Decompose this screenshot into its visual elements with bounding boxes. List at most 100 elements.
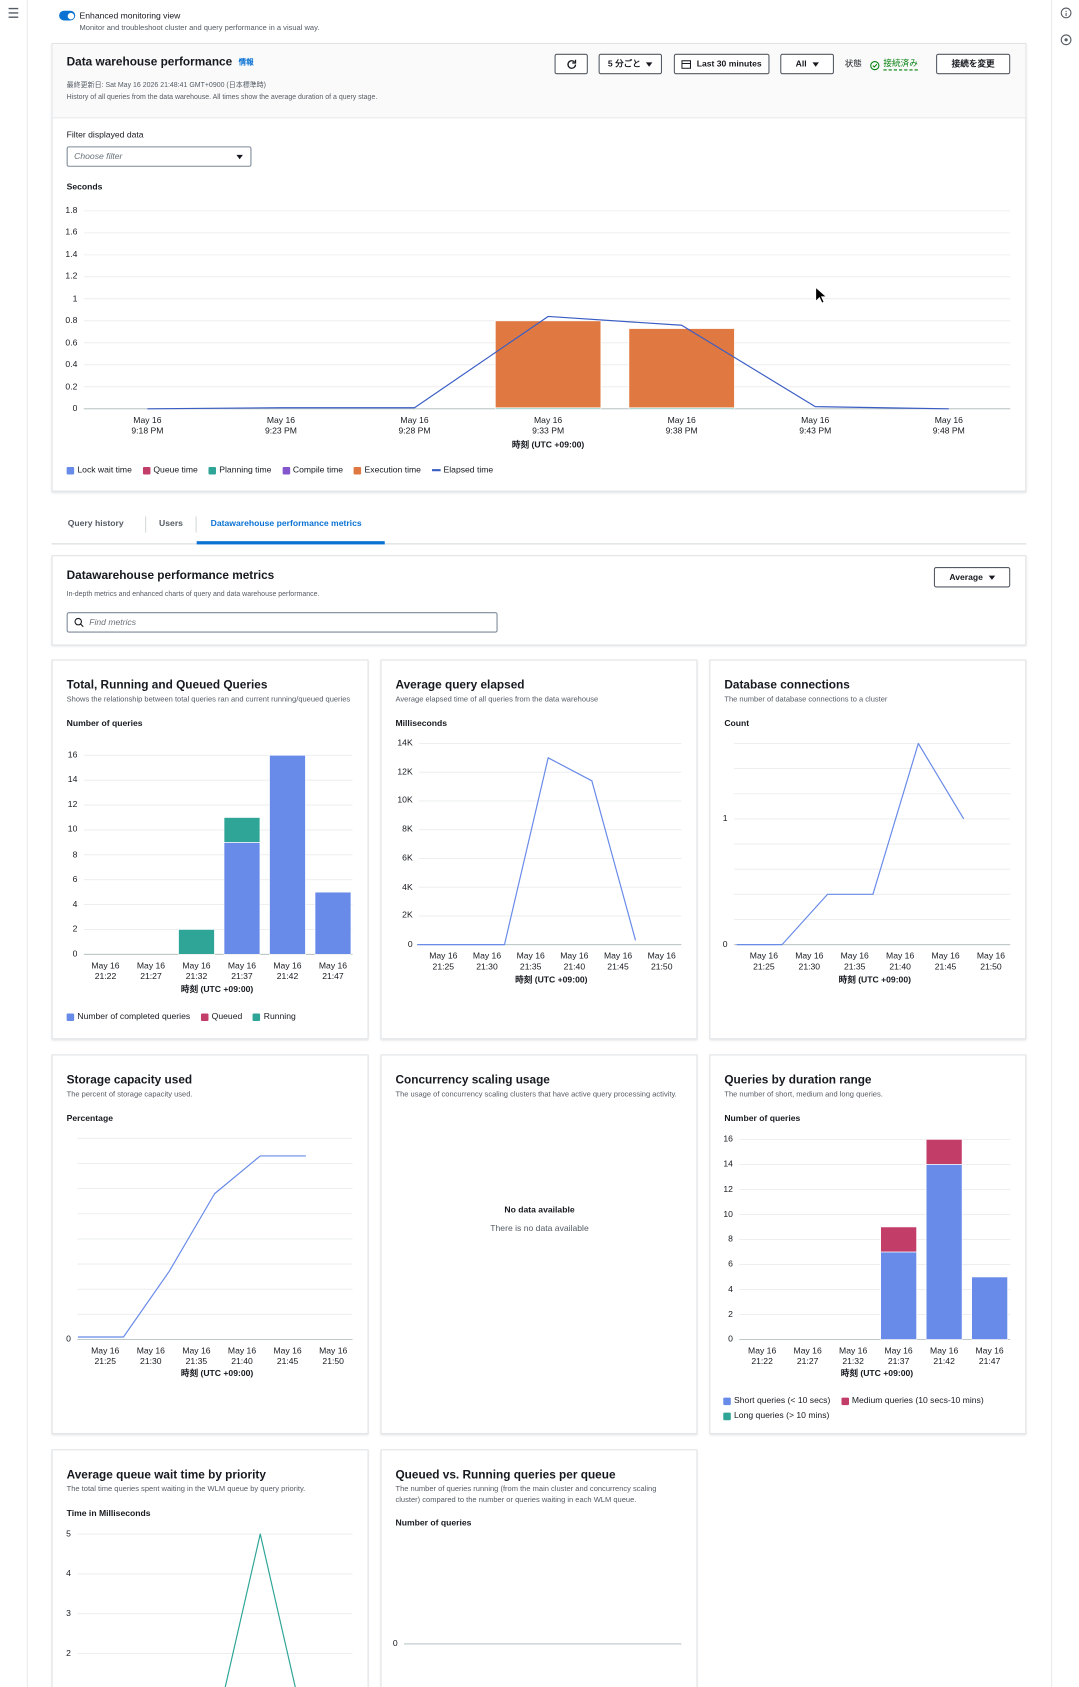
search-icon [74, 617, 84, 628]
chart-card: Average query elapsed Average elapsed tim… [380, 659, 698, 1040]
chart-card: Database connections The number of databa… [709, 659, 1027, 1040]
y-tick-label: 12K [397, 766, 413, 777]
range-text: Last 30 minutes [696, 59, 762, 69]
y-tick-label: 4 [728, 1284, 733, 1294]
refresh-button[interactable] [554, 53, 588, 75]
tab-sep [195, 516, 197, 533]
metrics-search[interactable]: Find metrics [66, 612, 498, 633]
rail-icons[interactable] [1052, 0, 1079, 54]
last-updated: 最終更新日: Sat May 16 2026 21:48:41 GMT+0900… [66, 81, 267, 90]
x-tick-label: May 16 9:23 PM [264, 415, 297, 436]
statistic-select[interactable]: Average [933, 566, 1011, 588]
chart-subtitle: Average elapsed time of all queries from… [395, 696, 599, 704]
y-tick-label: 1 [722, 813, 728, 824]
change-connection-button[interactable]: 接続を変更 [936, 53, 1011, 75]
chart-title: Database connections [724, 678, 850, 692]
x-tick-label: May 16 21:37 [227, 960, 257, 982]
x-tick-label: May 16 21:37 [884, 1345, 913, 1367]
bar [628, 328, 735, 409]
chart-title: Concurrency scaling usage [395, 1073, 550, 1087]
bar [314, 891, 352, 955]
y-tick-label: 1.2 [65, 271, 78, 282]
legend-swatch [841, 1397, 849, 1405]
y-axis-label: Seconds [66, 181, 103, 192]
y-tick-label: 4K [402, 881, 413, 892]
y-tick-label: 2 [72, 924, 78, 934]
tab-selected[interactable]: Datawarehouse performance metrics [210, 518, 362, 529]
status-text[interactable]: 接続済み [883, 59, 918, 71]
no-data-title: No data available [504, 1205, 575, 1215]
scope-select[interactable]: All [780, 53, 834, 75]
bar [971, 1276, 1008, 1340]
bar [495, 320, 602, 409]
legend-item: Queue time [142, 464, 198, 476]
tab-divider [51, 543, 1027, 545]
chart-subtitle: Shows the relationship between total que… [66, 696, 351, 704]
x-tick-label: May 16 21:35 [840, 951, 869, 972]
y-tick-label: 5 [66, 1528, 71, 1539]
y-tick-label: 3 [66, 1608, 71, 1619]
y-tick-label: 10K [397, 795, 413, 806]
panel-description: History of all queries from the data war… [66, 93, 378, 102]
x-tick-label: May 16 21:50 [976, 951, 1006, 972]
info-link[interactable]: 情報 [238, 59, 254, 67]
legend-swatch [723, 1397, 731, 1405]
line [417, 757, 637, 946]
chart-card: Queries by duration range The number of s… [709, 1054, 1027, 1435]
x-tick-label: May 16 21:32 [182, 960, 211, 982]
tab-underline [196, 541, 385, 545]
x-tick-label: May 16 21:35 [182, 1345, 211, 1367]
tab[interactable]: Users [159, 518, 183, 529]
change-text: 接続を変更 [951, 59, 995, 69]
bar [223, 842, 261, 955]
legend-item: Planning time [208, 465, 271, 476]
y-tick-label: 8K [402, 824, 413, 834]
x-tick-label: May 16 21:40 [886, 951, 915, 972]
x-axis-label: 時刻 (UTC +09:00) [838, 974, 912, 985]
filter-label: Filter displayed data [66, 130, 144, 140]
line [77, 1155, 306, 1338]
scope-text: All [795, 59, 807, 69]
y-tick-label: 0 [72, 403, 78, 414]
x-tick-label: May 16 9:18 PM [131, 415, 164, 436]
x-tick-label: May 16 21:27 [793, 1345, 822, 1367]
legend-item: Execution time [353, 465, 421, 476]
x-tick-label: May 16 21:45 [273, 1345, 302, 1367]
x-tick-label: May 16 9:33 PM [532, 415, 565, 436]
toggle[interactable] [59, 10, 76, 21]
legend-item: Number of completed queries [66, 1011, 190, 1022]
y-axis-label: Number of queries [66, 718, 143, 728]
y-tick-label: 1.6 [65, 227, 78, 238]
legend-swatch [208, 466, 217, 474]
menu-icon[interactable] [0, 0, 27, 32]
legend-label: Short queries (< 10 secs) [734, 1395, 831, 1406]
legend-item: Queued [200, 1011, 242, 1022]
filter-select[interactable]: Choose filter [66, 146, 252, 167]
y-axis-label: Percentage [66, 1113, 113, 1123]
y-tick-label: 0.4 [65, 359, 78, 370]
x-tick-label: May 16 9:43 PM [799, 415, 832, 436]
legend-label: Compile time [292, 464, 344, 475]
x-tick-label: May 16 21:40 [227, 1345, 257, 1367]
tab[interactable]: Query history [67, 518, 124, 529]
chart-subtitle: The usage of concurrency scaling cluster… [395, 1090, 677, 1099]
legend-label: Queue time [153, 464, 198, 475]
x-axis-label: 時刻 (UTC +09:00) [511, 440, 585, 450]
legend-item: Long queries (> 10 mins) [723, 1411, 829, 1422]
card-header: Database connections The number of databa… [710, 661, 1025, 729]
y-tick-label: 6K [402, 853, 413, 863]
interval-select[interactable]: 5 分ごと [598, 53, 663, 75]
chart-card: Average queue wait time by priority The t… [51, 1449, 369, 1687]
performance-panel [51, 43, 1027, 492]
y-tick-label: 0.8 [65, 315, 78, 326]
x-tick-label: May 16 21:27 [136, 960, 166, 982]
y-tick-label: 16 [67, 749, 78, 760]
bar [880, 1251, 917, 1340]
x-tick-label: May 16 9:38 PM [665, 415, 698, 436]
x-axis-label: 時刻 (UTC +09:00) [515, 974, 588, 985]
legend: Number of completed queries Queued Running [66, 1011, 363, 1022]
legend-item: Elapsed time [431, 465, 493, 476]
range-button[interactable]: Last 30 minutes [673, 53, 770, 75]
chart-title: Queued vs. Running queries per queue [395, 1468, 616, 1482]
